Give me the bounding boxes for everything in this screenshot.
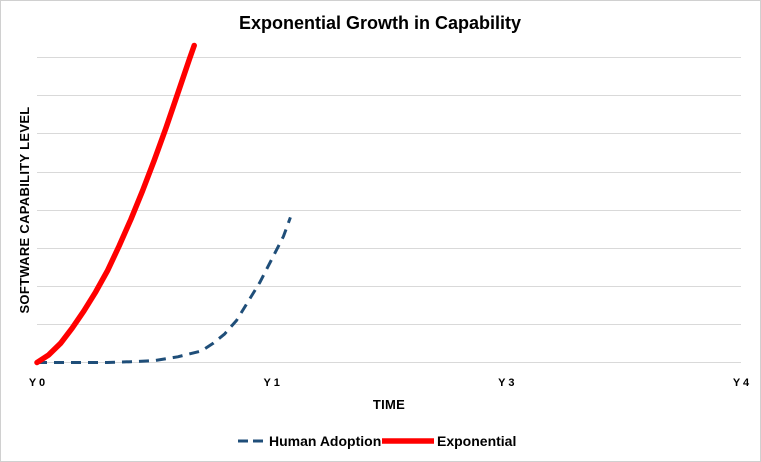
x-tick-label: Y 0: [29, 377, 45, 389]
legend: Human Adoption Exponential: [238, 433, 516, 449]
y-axis-label: SOFTWARE CAPABILITY LEVEL: [17, 106, 32, 313]
x-axis-label: TIME: [373, 397, 405, 412]
series-line-human-adoption: [37, 216, 292, 364]
x-tick-label: Y 1: [264, 377, 280, 389]
x-tick-labels: Y 0 Y 1 Y 3 Y 4: [29, 377, 750, 389]
x-tick-label: Y 3: [498, 377, 514, 389]
series-lines: [34, 42, 292, 366]
legend-label: Human Adoption: [269, 433, 381, 449]
chart-title: Exponential Growth in Capability: [239, 13, 521, 33]
gridlines: [37, 57, 741, 325]
legend-label: Exponential: [437, 433, 516, 449]
x-tick-label: Y 4: [733, 377, 750, 389]
series-line-exponential: [34, 42, 197, 366]
